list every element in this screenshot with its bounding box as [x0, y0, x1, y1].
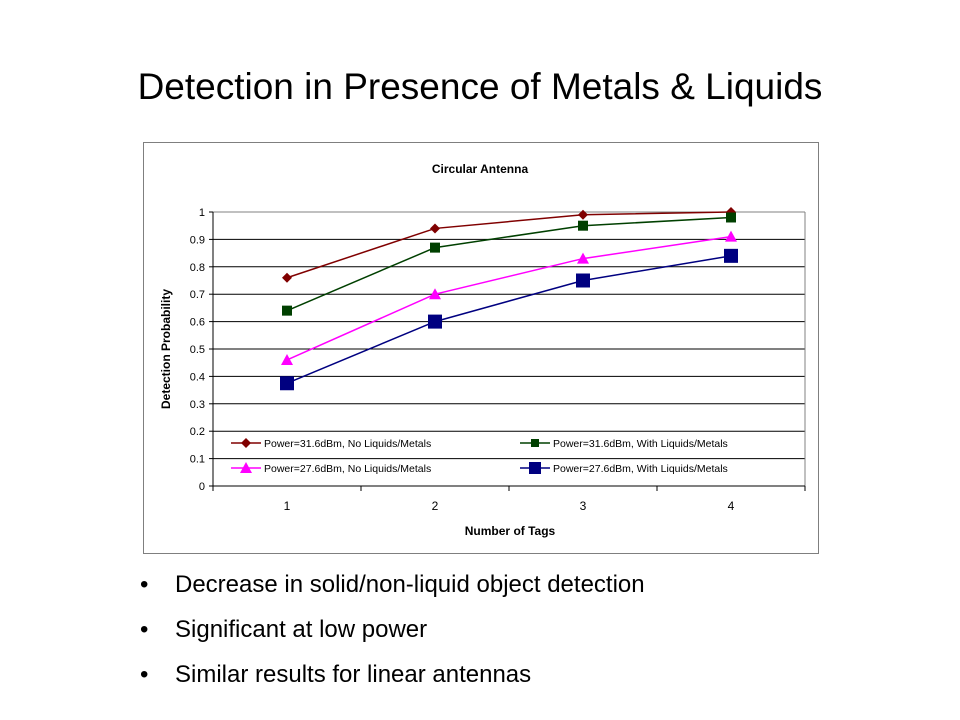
- y-tick-label: 0.9: [190, 234, 205, 246]
- bullet-marker: •: [140, 616, 149, 643]
- data-point: [578, 220, 588, 231]
- x-tick-label: 3: [580, 499, 587, 513]
- data-point: [280, 376, 294, 391]
- y-tick-label: 0.2: [190, 426, 205, 438]
- data-point: [282, 272, 292, 283]
- y-tick-label: 0: [199, 481, 205, 493]
- series-line: [286, 255, 732, 384]
- legend-marker: [529, 462, 541, 474]
- y-tick-label: 0.6: [190, 317, 205, 329]
- bullet-text: Similar results for linear antennas: [175, 661, 532, 688]
- data-point: [282, 305, 292, 316]
- legend-label: Power=31.6dBm, No Liquids/Metals: [264, 438, 431, 450]
- data-point: [430, 223, 440, 234]
- chart-container: Circular Antenna Number of Tags Detectio…: [143, 142, 819, 554]
- legend-label: Power=27.6dBm, With Liquids/Metals: [553, 463, 728, 475]
- x-tick-label: 1: [284, 499, 291, 513]
- bullet-list: • Decrease in solid/non-liquid object det…: [140, 566, 645, 701]
- data-point: [576, 273, 590, 288]
- y-tick-label: 1: [199, 207, 205, 219]
- series-line: [286, 216, 732, 312]
- bullet-text: Significant at low power: [175, 616, 428, 643]
- legend-label: Power=27.6dBm, No Liquids/Metals: [264, 463, 431, 475]
- y-tick-label: 0.3: [190, 399, 205, 411]
- x-axis-label: Number of Tags: [465, 524, 556, 538]
- data-point: [430, 242, 440, 253]
- legend-marker: [241, 438, 251, 448]
- series-line: [286, 211, 732, 279]
- y-axis-label: Detection Probability: [159, 289, 173, 409]
- data-point: [429, 288, 441, 300]
- bullet-text: Decrease in solid/non-liquid object dete…: [175, 571, 645, 598]
- y-tick-label: 0.7: [190, 289, 205, 301]
- y-tick-label: 0.5: [190, 344, 205, 356]
- slide-title: Detection in Presence of Metals & Liquid…: [137, 66, 823, 107]
- data-point: [725, 230, 737, 242]
- bullet-item: • Significant at low power: [140, 611, 645, 656]
- data-point: [726, 212, 736, 223]
- bullet-item: • Decrease in solid/non-liquid object det…: [140, 566, 645, 611]
- data-point: [428, 314, 442, 329]
- chart-title: Circular Antenna: [432, 162, 529, 176]
- bullet-marker: •: [140, 571, 149, 598]
- legend-marker: [240, 462, 252, 473]
- x-tick-label: 2: [432, 499, 439, 513]
- bullet-marker: •: [140, 661, 149, 688]
- data-point: [724, 248, 738, 263]
- legend-label: Power=31.6dBm, With Liquids/Metals: [553, 438, 728, 450]
- series-line: [286, 235, 732, 361]
- y-tick-label: 0.8: [190, 262, 205, 274]
- data-point: [281, 353, 293, 365]
- data-point: [577, 252, 589, 264]
- legend-marker: [531, 439, 539, 447]
- data-point: [578, 209, 588, 220]
- y-tick-label: 0.4: [190, 371, 205, 383]
- line-chart: Circular Antenna Number of Tags Detectio…: [159, 162, 806, 538]
- bullet-item: • Similar results for linear antennas: [140, 656, 645, 701]
- x-tick-label: 4: [728, 499, 735, 513]
- y-tick-label: 0.1: [190, 454, 205, 466]
